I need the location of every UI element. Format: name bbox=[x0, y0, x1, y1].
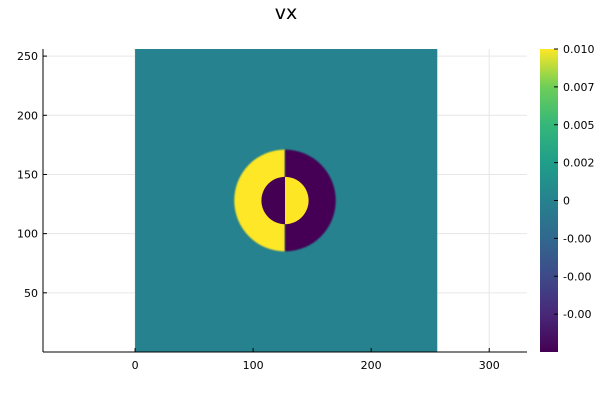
colorbar-gradient bbox=[540, 49, 558, 352]
heatmap-region-left-outer bbox=[234, 149, 285, 252]
colorbar: 0.010 0.007 0.005 0.002 0 -0.00 -0.00 -0.00 bbox=[540, 43, 595, 352]
y-tick-label: 250 bbox=[17, 50, 38, 63]
x-tick-label: 0 bbox=[132, 359, 139, 372]
y-tick-label: 100 bbox=[17, 228, 38, 241]
colorbar-tick-label: -0.00 bbox=[563, 270, 591, 283]
colorbar-tick-label: -0.00 bbox=[563, 308, 591, 321]
x-tick-label: 300 bbox=[479, 359, 500, 372]
colorbar-tick-label: -0.00 bbox=[563, 232, 591, 245]
y-tick-label: 50 bbox=[24, 287, 38, 300]
axes: 0 100 200 300 50 100 150 200 250 bbox=[17, 49, 527, 372]
colorbar-tick-label: 0.005 bbox=[563, 119, 595, 132]
chart-title: vx bbox=[275, 2, 298, 24]
colorbar-tick-label: 0.007 bbox=[563, 81, 595, 94]
heatmap-region-left-inner bbox=[261, 176, 285, 225]
colorbar-tick-label: 0.010 bbox=[563, 43, 595, 56]
heatmap-region-right-outer bbox=[285, 149, 336, 252]
x-tick-label: 100 bbox=[243, 359, 264, 372]
heatmap-image bbox=[135, 49, 438, 352]
colorbar-tick-label: 0 bbox=[563, 195, 570, 208]
x-tick-label: 200 bbox=[361, 359, 382, 372]
y-tick-label: 200 bbox=[17, 109, 38, 122]
colorbar-tick-label: 0.002 bbox=[563, 157, 595, 170]
heatmap-region-right-inner bbox=[285, 176, 309, 225]
y-tick-label: 150 bbox=[17, 168, 38, 181]
